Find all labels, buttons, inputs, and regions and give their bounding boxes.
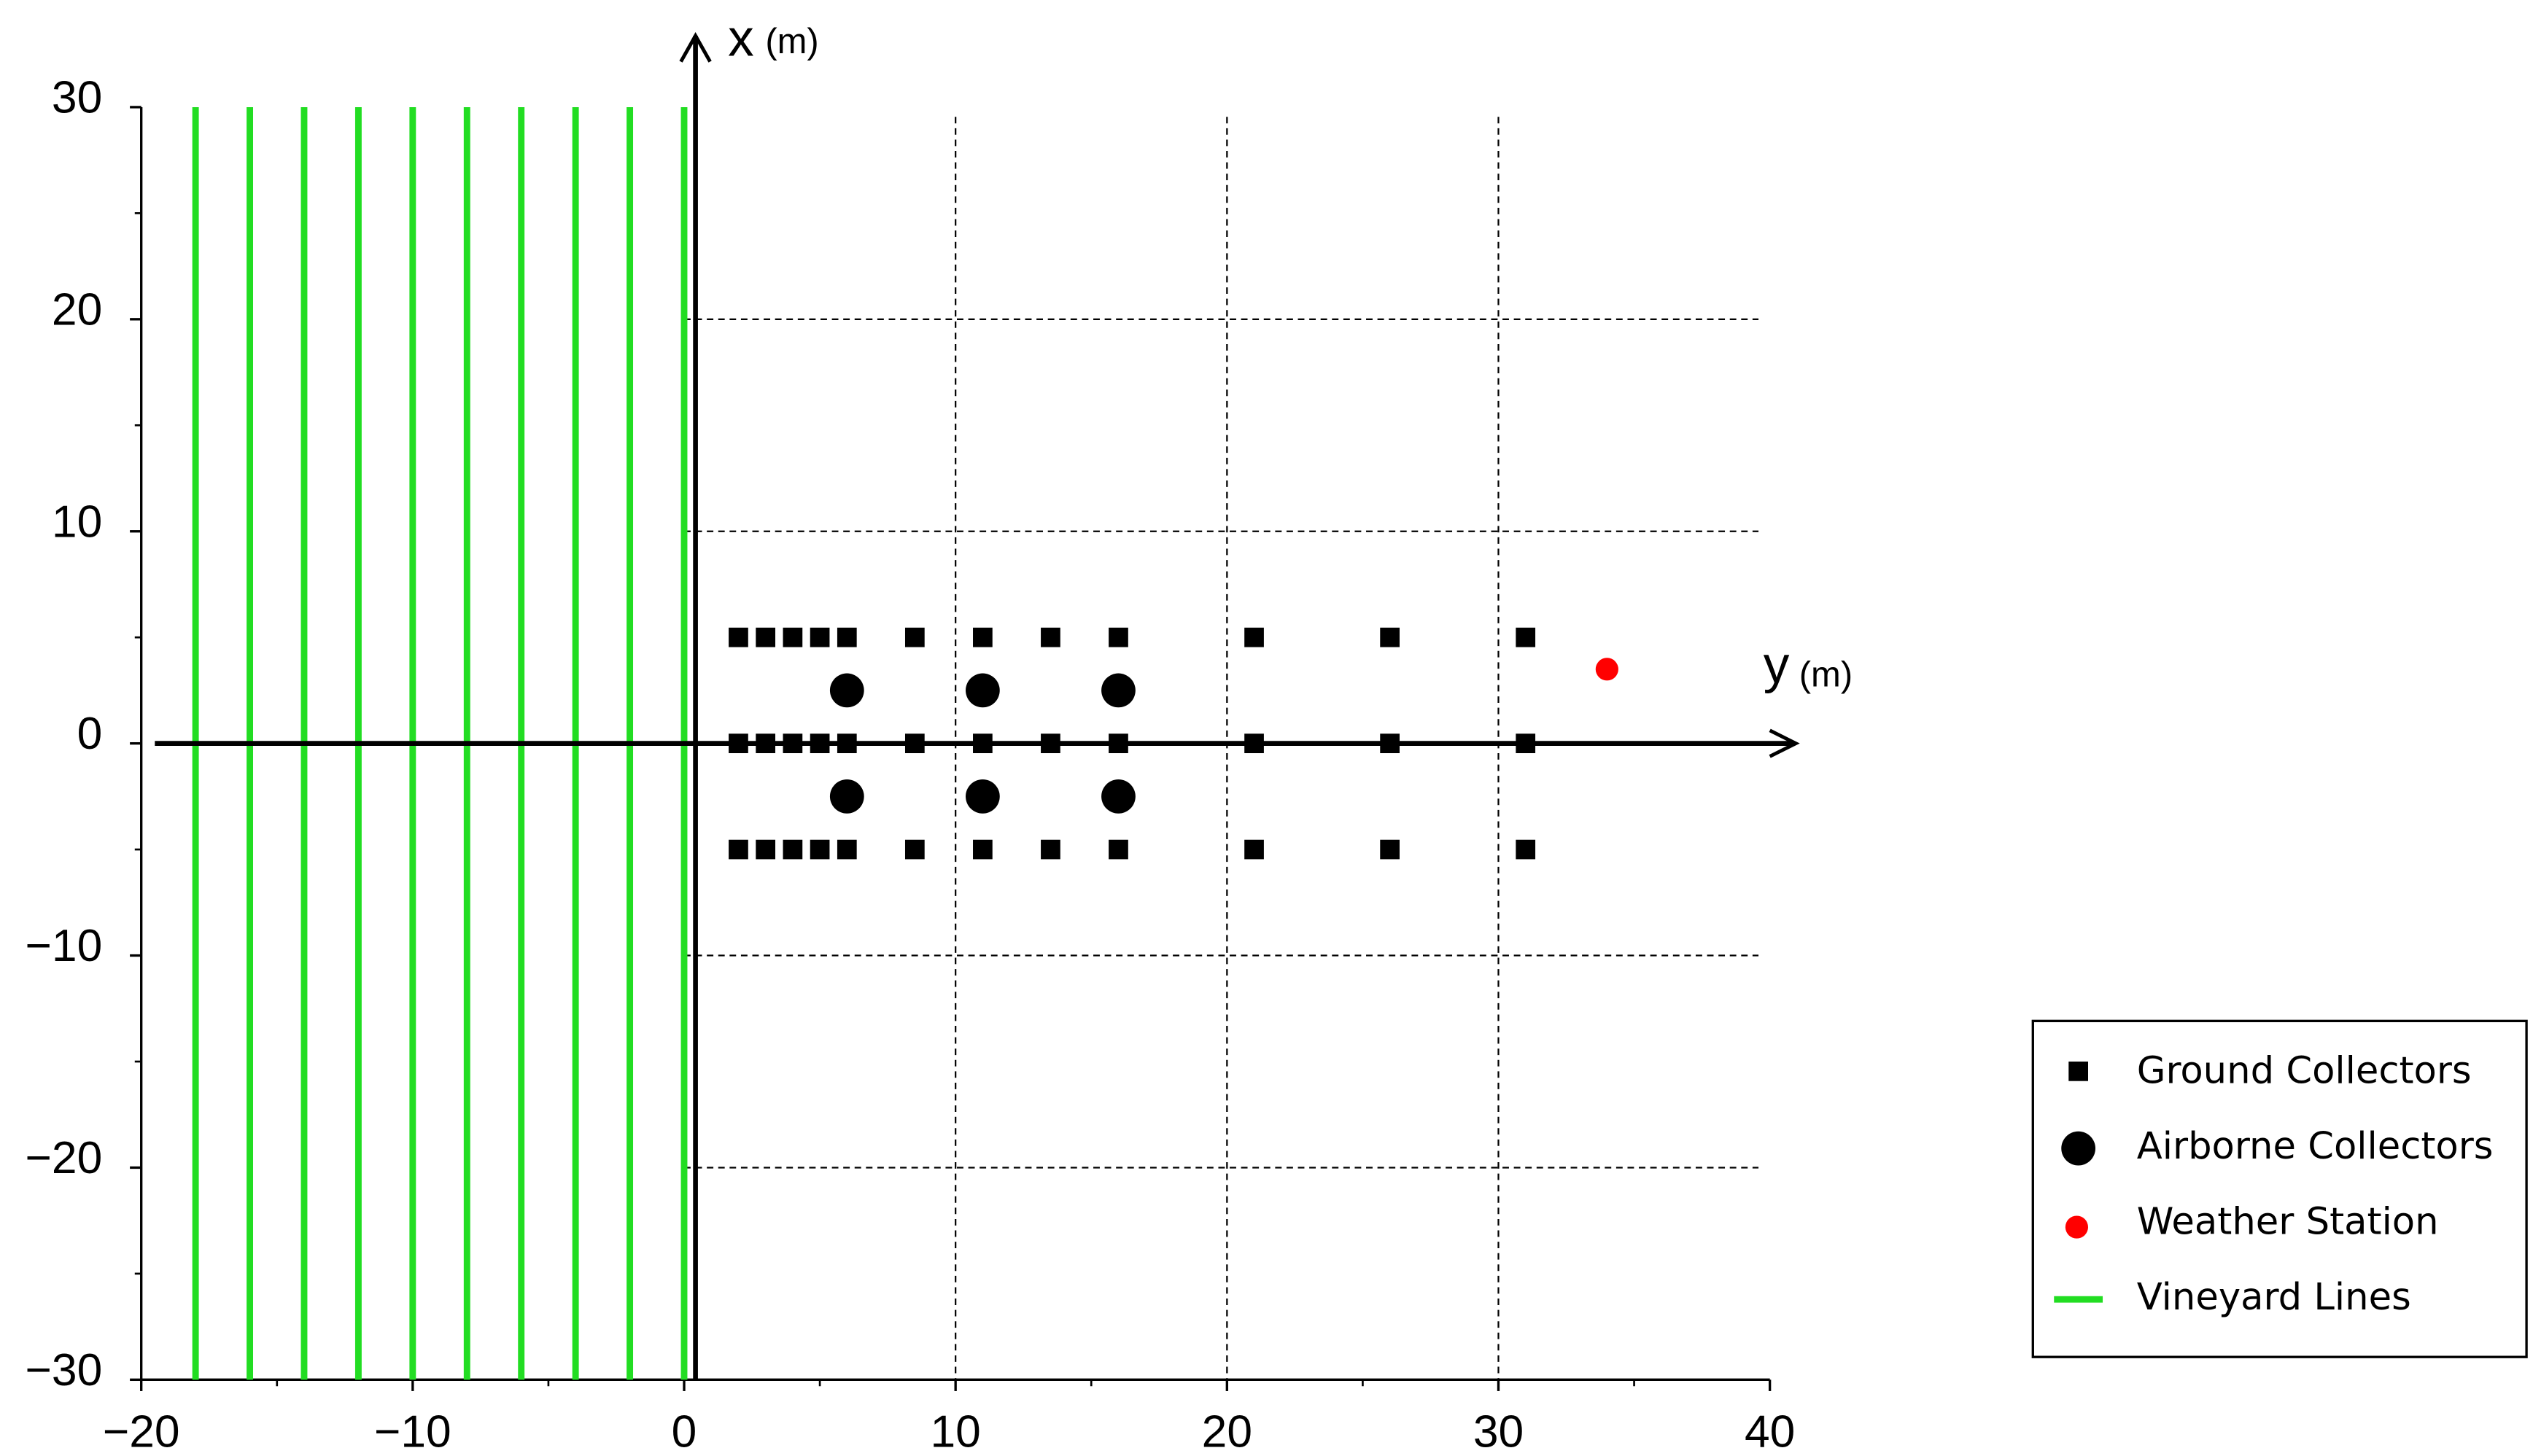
airborne-collector — [966, 779, 1000, 814]
legend-dot — [2065, 1215, 2088, 1239]
legend-square — [2068, 1062, 2088, 1081]
y-tick-label: −10 — [26, 921, 103, 971]
y-tick-label: 0 — [77, 709, 103, 759]
ground-collector — [1516, 733, 1536, 754]
airborne-collector — [1101, 779, 1136, 814]
ground-collector — [810, 627, 830, 647]
ground-collector — [756, 839, 776, 860]
legend-label: Airborne Collectors — [2137, 1124, 2494, 1168]
weather-station — [1595, 658, 1618, 681]
legend-label: Ground Collectors — [2137, 1049, 2472, 1093]
x-tick-label: −10 — [374, 1407, 451, 1456]
ground-collector — [837, 627, 857, 647]
vertical-axis-arrow — [679, 31, 712, 63]
ground-collector — [837, 839, 857, 860]
ground-collector — [1041, 733, 1060, 754]
ground-collector — [1380, 839, 1400, 860]
y-tick-label: −20 — [26, 1133, 103, 1183]
ground-collector — [1380, 627, 1400, 647]
legend-label: Vineyard Lines — [2137, 1275, 2411, 1319]
ground-collector — [756, 627, 776, 647]
ground-collector — [756, 733, 776, 754]
ground-collector — [973, 839, 993, 860]
ground-collector — [729, 839, 748, 860]
airborne-collector — [829, 673, 864, 708]
ground-collector — [1516, 839, 1536, 860]
y-tick-label: 30 — [52, 73, 102, 123]
x-tick-label: 30 — [1473, 1407, 1524, 1456]
ground-collector — [1109, 839, 1128, 860]
horizontal-axis-arrow — [1769, 728, 1800, 758]
horizontal-axis-unit: (m) — [1799, 655, 1853, 694]
y-tick-label: 20 — [52, 284, 102, 335]
ground-collector — [783, 839, 803, 860]
ground-collector — [1109, 733, 1128, 754]
ground-collector — [904, 627, 925, 647]
ground-collector — [810, 839, 830, 860]
ground-collector — [1041, 839, 1060, 860]
y-tick-label: −30 — [26, 1345, 103, 1395]
ground-collector — [783, 627, 803, 647]
horizontal-axis-label: y — [1764, 636, 1790, 694]
airborne-collector — [829, 779, 864, 814]
airborne-collector — [966, 673, 1000, 708]
x-tick-label: 40 — [1745, 1407, 1795, 1456]
ground-collector — [1244, 627, 1264, 647]
ground-collector — [1244, 839, 1264, 860]
vertical-axis-unit: (m) — [765, 22, 818, 61]
legend-label: Weather Station — [2137, 1200, 2439, 1244]
airborne-collector — [1101, 673, 1136, 708]
ground-collector — [1109, 627, 1128, 647]
ground-collector — [1041, 627, 1060, 647]
vertical-axis-label: x — [728, 10, 754, 68]
ground-collector — [1516, 627, 1536, 647]
legend-box — [2031, 1019, 2528, 1358]
x-tick-label: 10 — [931, 1407, 981, 1456]
x-tick-label: 20 — [1202, 1407, 1252, 1456]
x-tick-label: 0 — [672, 1407, 697, 1456]
ground-collector — [1380, 733, 1400, 754]
ground-collector — [810, 733, 830, 754]
ground-collector — [904, 733, 925, 754]
ground-collector — [837, 733, 857, 754]
ground-collector — [1244, 733, 1264, 754]
legend-circle — [2061, 1131, 2096, 1166]
ground-collector — [973, 733, 993, 754]
ground-collector — [904, 839, 925, 860]
ground-collector — [783, 733, 803, 754]
ground-collector — [973, 627, 993, 647]
ground-collector — [729, 627, 748, 647]
ground-collector — [729, 733, 748, 754]
y-tick-label: 10 — [52, 497, 102, 547]
x-tick-label: −20 — [103, 1407, 180, 1456]
